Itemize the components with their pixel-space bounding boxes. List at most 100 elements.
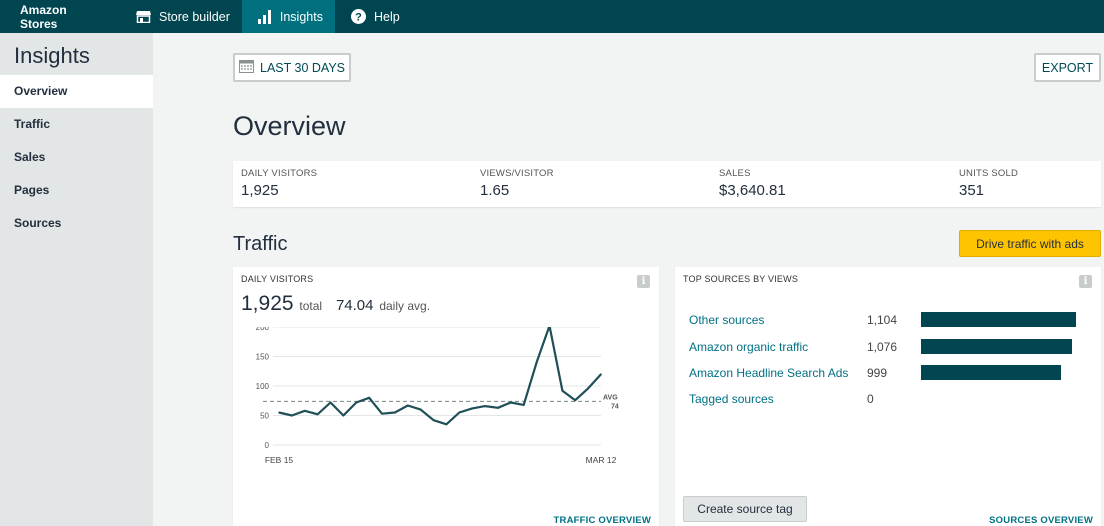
main-content: LAST 30 DAYS EXPORT Overview DAILY VISIT… [153,33,1104,526]
source-row: Amazon Headline Search Ads 999 [689,365,1062,380]
data-point [445,423,448,426]
visitors-total: 1,925 total 74.04 daily avg. [241,292,430,316]
date-range-label: LAST 30 DAYS [260,60,345,75]
bar-chart-icon [257,9,272,24]
source-row: Tagged sources 0 [689,392,921,406]
kpi-label: SALES [719,168,751,179]
data-point [522,404,525,406]
kpi-views-per-visitor: VIEWS/VISITOR 1.65 [480,168,554,199]
kpi-value: 351 [959,182,985,199]
kpi-daily-visitors: DAILY VISITORS 1,925 [241,168,317,199]
sidebar-item-sources[interactable]: Sources [14,216,62,230]
visitors-total-value: 1,925 [241,292,294,315]
top-navigation-bar: Amazon Stores Store builder Insights ? H… [0,0,1104,33]
sidebar-item-overview[interactable]: Overview [0,75,153,108]
nav-help-label: Help [373,9,400,24]
kpi-value: 1.65 [480,182,510,199]
brand-label[interactable]: Amazon Stores [20,2,67,31]
data-point [497,407,499,409]
traffic-overview-link[interactable]: TRAFFIC OVERVIEW [553,515,651,526]
visitors-total-suffix: total [299,299,323,313]
data-point [381,412,383,415]
sidebar-item-traffic[interactable]: Traffic [14,117,51,131]
data-point [355,401,358,404]
info-icon[interactable]: i [1079,275,1092,288]
source-value: 0 [867,392,874,406]
data-point [561,389,564,392]
store-icon [136,10,151,23]
svg-text:?: ? [355,12,362,24]
card-title: TOP SOURCES BY VIEWS [683,274,799,284]
y-tick-label: 50 [260,412,269,421]
visitors-series-line [278,327,602,426]
source-bar [921,312,1076,327]
kpi-label: DAILY VISITORS [241,168,318,179]
daily-visitors-card: DAILY VISITORS i 1,925 total 74.04 daily… [233,267,659,526]
data-point [484,405,486,407]
y-tick-label: 200 [256,327,270,332]
info-icon[interactable]: i [637,275,650,288]
kpi-value: $3,640.81 [719,182,786,199]
data-point [342,414,345,417]
kpi-summary-card: DAILY VISITORS 1,925 VIEWS/VISITOR 1.65 … [233,161,1101,207]
kpi-units-sold: UNITS SOLD 351 [959,168,1018,199]
x-tick-label: MAR 12 [586,455,617,465]
source-row: Amazon organic traffic 1,076 [689,339,1073,354]
data-point [600,373,602,375]
source-name-link[interactable]: Tagged sources [689,392,774,406]
traffic-section-title: Traffic [233,233,288,255]
average-label: AVG [603,394,618,401]
help-icon: ? [350,9,366,24]
nav-insights[interactable]: Insights [241,0,335,33]
data-point [278,411,280,414]
create-source-tag-button[interactable]: Create source tag [683,496,807,522]
nav-store-builder[interactable]: Store builder [120,0,242,33]
data-point [368,397,370,399]
data-point [394,411,396,414]
source-name-link[interactable]: Amazon organic traffic [689,339,809,354]
sources-overview-link[interactable]: SOURCES OVERVIEW [989,515,1093,526]
top-sources-card: TOP SOURCES BY VIEWS i Other sources 1,1… [675,267,1101,526]
source-value: 1,076 [867,339,898,354]
data-point [535,361,538,364]
x-tick-label: FEB 15 [265,455,294,465]
nav-help[interactable]: ? Help [335,0,412,33]
data-point [291,414,293,417]
source-value: 1,104 [867,312,898,327]
data-point [303,409,306,412]
kpi-sales: SALES $3,640.81 [719,168,786,199]
sidebar-item-pages[interactable]: Pages [14,183,50,197]
y-tick-label: 0 [265,441,270,450]
y-tick-label: 100 [256,382,270,391]
source-name-link[interactable]: Amazon Headline Search Ads [689,365,849,380]
drive-traffic-button[interactable]: Drive traffic with ads [959,230,1101,257]
data-point [407,404,409,407]
average-value-label: 74 [611,403,619,410]
kpi-label: UNITS SOLD [959,168,1019,179]
source-name-link[interactable]: Other sources [689,312,765,327]
kpi-label: VIEWS/VISITOR [480,168,554,179]
data-point [316,413,319,416]
card-title: DAILY VISITORS [241,274,314,284]
source-row: Other sources 1,104 [689,312,1076,327]
y-tick-label: 150 [256,353,270,362]
data-point [574,399,577,401]
data-point [419,408,422,411]
sidebar: Insights Overview Traffic Sales Pages So… [0,33,153,526]
visitors-avg-suffix: daily avg. [379,299,431,313]
data-point [587,387,589,390]
data-point [471,407,473,410]
export-button[interactable]: EXPORT [1034,53,1101,82]
source-bar [921,339,1073,354]
data-point [329,401,332,404]
sidebar-item-sales[interactable]: Sales [14,150,46,164]
kpi-value: 1,925 [241,182,279,199]
sidebar-title: Insights [14,43,90,68]
calendar-icon [239,59,254,76]
source-bar [921,365,1062,380]
date-range-button[interactable]: LAST 30 DAYS [233,53,351,82]
data-point [432,419,435,422]
daily-visitors-line-chart: 0 50 100 150 200 FEB 15 MAR 12 AVG 74 [256,327,619,465]
nav-store-builder-label: Store builder [159,9,230,24]
data-point [458,411,461,414]
